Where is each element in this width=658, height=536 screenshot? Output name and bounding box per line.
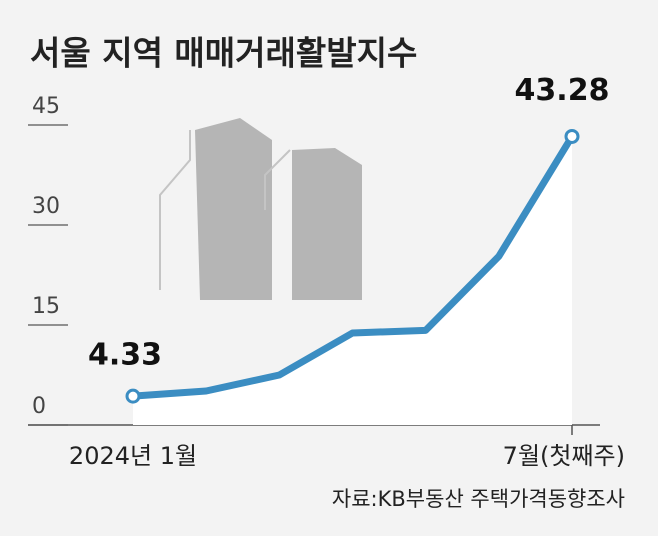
line <box>132 134 575 400</box>
value-label: 43.28 <box>515 73 610 108</box>
y-tick-label: 30 <box>32 194 60 219</box>
x-tick-label: 2024년 1월 <box>69 442 197 470</box>
chart-title: 서울 지역 매매거래활발지수 <box>30 34 417 73</box>
point <box>125 388 141 404</box>
y-tick-label: 0 <box>32 394 46 419</box>
source: 자료:KB부동산 주택가격동향조사 <box>332 487 625 511</box>
value-label: 4.33 <box>88 338 162 373</box>
y-tick-label: 15 <box>32 294 60 319</box>
area <box>133 136 572 425</box>
x-tick-label: 7월(첫째주) <box>503 442 625 470</box>
building-illustration <box>159 118 362 300</box>
point <box>564 128 580 144</box>
y-tick-label: 45 <box>32 94 60 119</box>
